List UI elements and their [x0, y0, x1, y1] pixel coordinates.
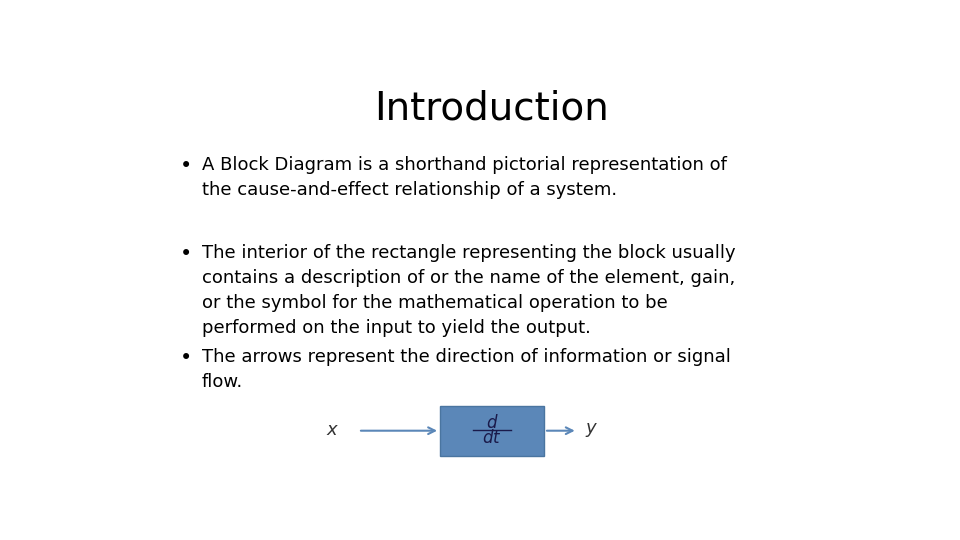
- Text: The interior of the rectangle representing the block usually
contains a descript: The interior of the rectangle representi…: [202, 244, 735, 336]
- Text: $dt$: $dt$: [482, 429, 502, 447]
- Text: •: •: [180, 156, 192, 176]
- Text: •: •: [180, 244, 192, 264]
- Text: $y$: $y$: [585, 421, 598, 439]
- Text: •: •: [180, 348, 192, 368]
- Text: A Block Diagram is a shorthand pictorial representation of
the cause-and-effect : A Block Diagram is a shorthand pictorial…: [202, 156, 727, 199]
- Bar: [440, 406, 544, 456]
- Text: The arrows represent the direction of information or signal
flow.: The arrows represent the direction of in…: [202, 348, 731, 390]
- Text: $x$: $x$: [326, 421, 340, 439]
- Text: Introduction: Introduction: [374, 90, 610, 128]
- Text: $d$: $d$: [486, 414, 498, 432]
